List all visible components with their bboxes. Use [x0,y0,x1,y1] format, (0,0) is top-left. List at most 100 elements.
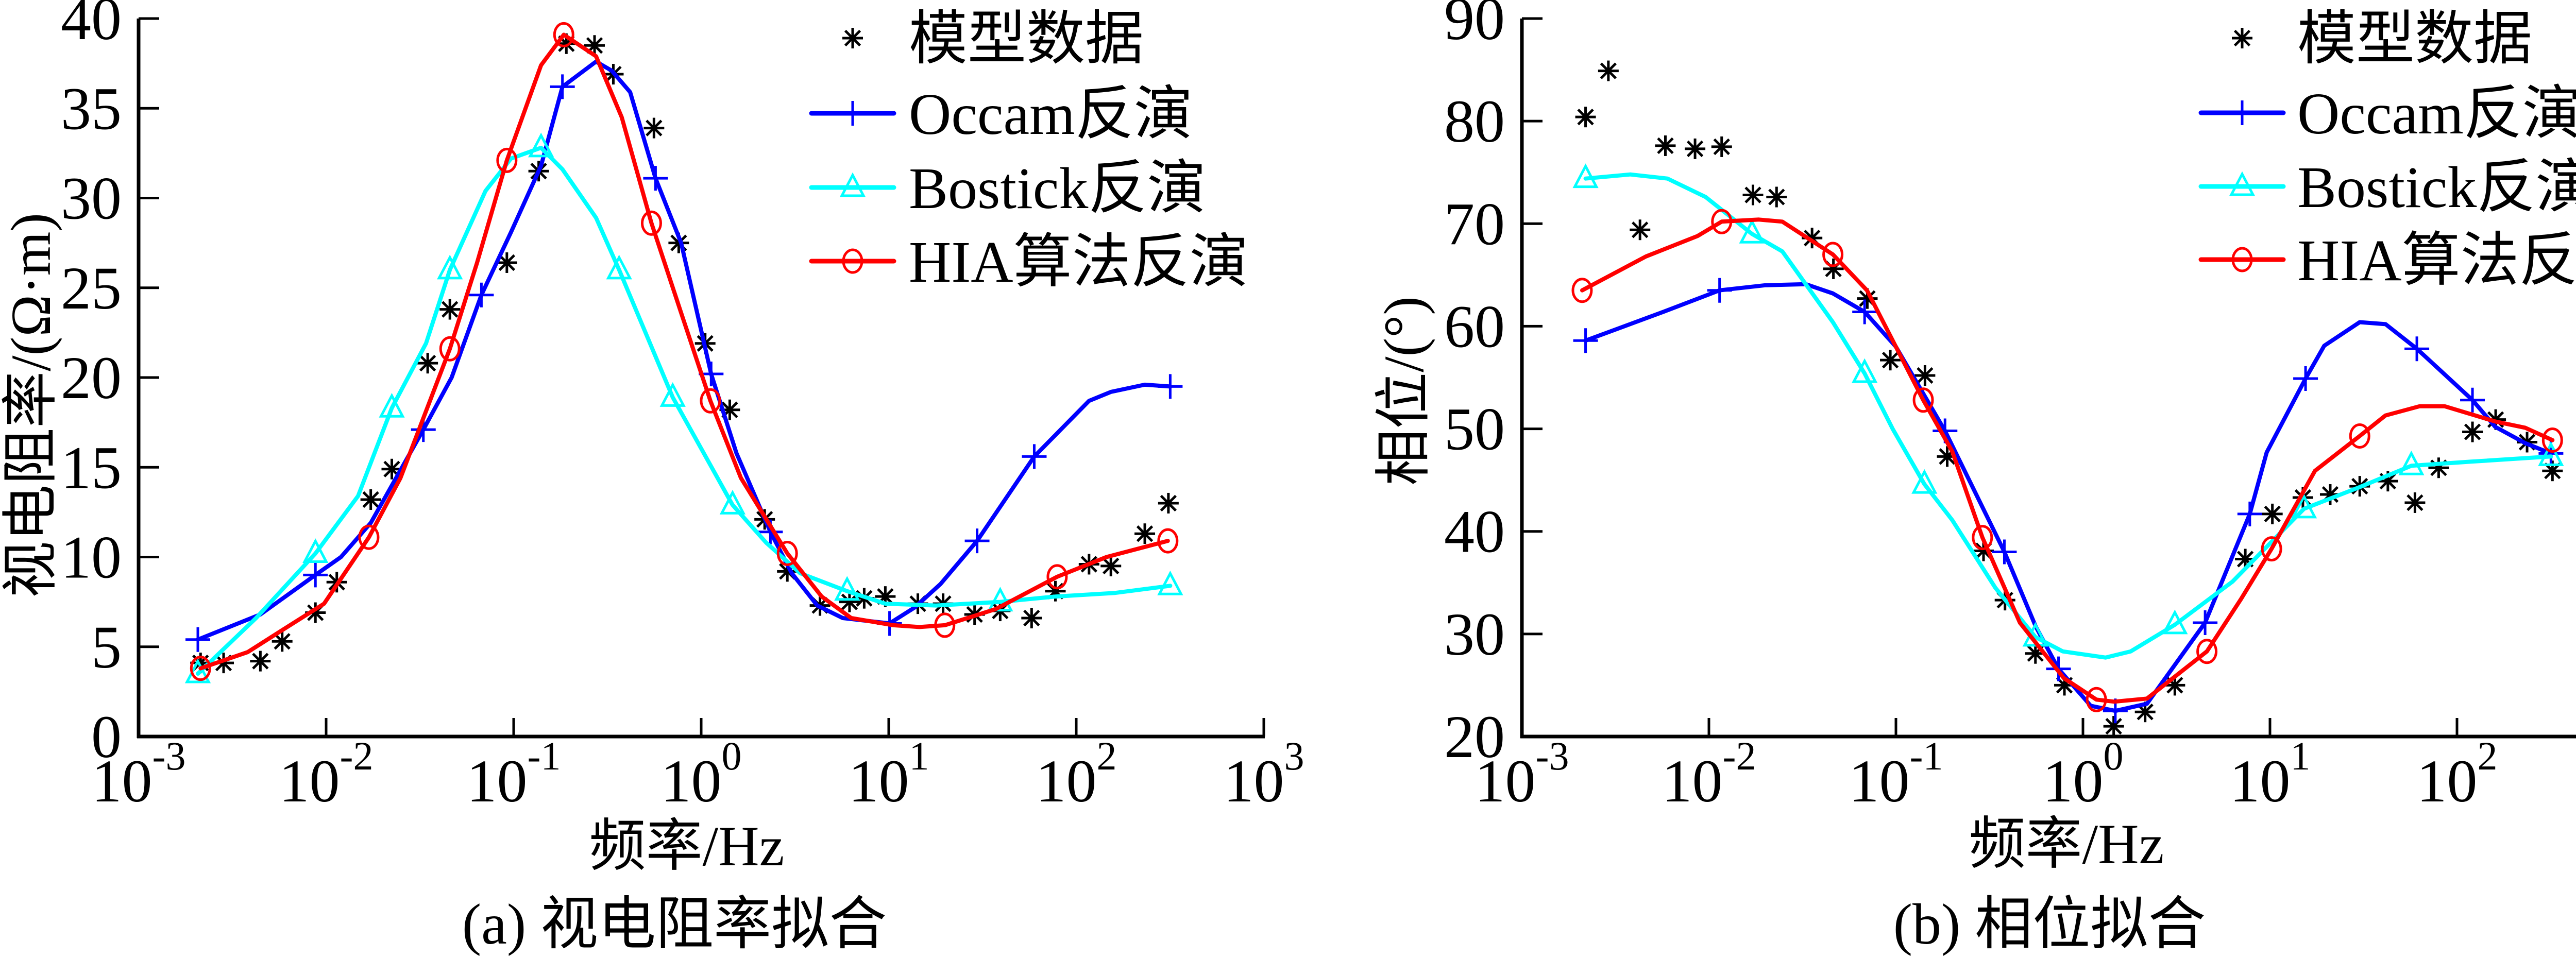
legend-label: Bostick反演 [909,156,1206,221]
x-tick-base: 10 [1224,747,1284,815]
legend-item-hia-inversion: HIA算法反演 [2198,228,2576,293]
data-point-hia-inversion [640,210,662,236]
data-point-bostick-inversion [834,576,860,601]
x-tick-exponent: -2 [1723,733,1756,778]
data-point-bostick-inversion [2398,450,2425,475]
x-tick-label: 103 [1224,733,1304,815]
data-point-model-data [1766,186,1787,208]
data-point-model-data [1598,60,1619,81]
data-point-bostick-inversion [1852,358,1878,383]
y-tick-label: 15 [61,434,122,501]
data-point-model-data [250,651,271,672]
panel-phase-fit: 203040506070809010-310-210-1100101102103… [1372,0,2576,956]
data-point-occam-inversion [185,627,211,652]
y-tick-label: 25 [61,254,122,322]
data-point-model-data [496,252,517,273]
x-tick-base: 10 [1475,747,1536,815]
y-tick-label: 60 [1444,293,1505,360]
legend-label: 模型数据 [2297,6,2532,72]
data-point-occam-inversion [2460,387,2485,413]
y-tick-label: 40 [61,0,122,53]
x-tick-exponent: -3 [152,733,186,778]
series-bostick-inversion [184,132,1183,683]
x-tick-label: 102 [2417,733,2498,815]
data-point-occam-inversion [964,528,990,554]
y-tick-label: 30 [1444,601,1505,668]
data-point-model-data [1021,607,1042,628]
x-tick-base: 10 [2230,747,2291,815]
data-point-model-data [1742,184,1764,206]
x-tick-label: 10-2 [279,733,374,815]
legend-item-model-data: 模型数据 [842,6,1144,72]
y-tick-label: 90 [1444,0,1505,53]
legend-label: HIA算法反演 [909,229,1248,295]
series-line-bostick-inversion [196,145,1173,676]
data-point-occam-inversion [2237,501,2262,526]
data-point-occam-inversion [643,166,668,191]
data-point-bostick-inversion [2162,609,2188,635]
data-point-hia-inversion [1972,525,1993,551]
data-point-model-data [2428,457,2449,478]
data-point-hia-inversion [700,388,721,414]
data-point-hia-inversion [2349,423,2370,449]
legend-marker-asterisk [2232,28,2252,48]
x-tick-base: 10 [279,747,340,815]
x-tick-exponent: -2 [340,733,374,778]
y-axis-label: 视电阻率/(Ω·m) [0,213,62,598]
data-point-occam-inversion [2193,610,2218,635]
x-tick-exponent: -3 [1536,733,1569,778]
data-point-occam-inversion [1852,299,1877,324]
x-tick-label: 100 [2043,733,2124,815]
series-hia-inversion [1571,209,2563,712]
data-point-bostick-inversion [719,490,746,515]
data-point-hia-inversion [358,524,380,550]
legend: 模型数据 Occam反演 Bostick反演 HIA算法反演 [809,6,1248,295]
x-tick-exponent: 2 [1097,733,1117,778]
legend-marker-plus [2230,100,2255,125]
data-point-occam-inversion [469,282,494,307]
data-point-model-data [1685,138,1706,159]
legend-label: Bostick反演 [2297,155,2576,220]
y-tick-label: 80 [1444,88,1505,155]
data-point-model-data [360,489,381,510]
data-point-hia-inversion [2196,639,2218,664]
data-point-hia-inversion [2261,536,2282,562]
legend-item-occam-inversion: Occam反演 [809,81,1193,147]
x-tick-base: 10 [661,747,722,815]
data-point-occam-inversion [1707,278,1732,303]
data-point-bostick-inversion [1911,469,1938,494]
data-point-hia-inversion [1912,387,1934,413]
legend-marker-triangle [839,172,866,197]
x-tick-label: 100 [661,733,742,815]
series-hia-inversion [190,22,1179,681]
legend-marker-asterisk [842,28,863,48]
legend: 模型数据 Occam反演 Bostick反演 HIA算法反演 [2198,6,2576,293]
data-point-occam-inversion [2404,336,2430,362]
data-point-occam-inversion [2293,366,2318,391]
data-point-model-data [2462,421,2483,442]
y-tick-label: 40 [1444,498,1505,566]
y-tick-label: 5 [91,613,122,681]
legend-item-hia-inversion: HIA算法反演 [809,229,1248,295]
data-point-model-data [584,35,605,56]
data-point-bostick-inversion [606,254,632,280]
data-point-bostick-inversion [987,587,1013,612]
data-point-bostick-inversion [302,538,329,563]
legend-label: HIA算法反演 [2297,228,2576,293]
x-tick-label: 101 [2230,733,2311,815]
x-tick-base: 10 [849,747,909,815]
panel-caption: (a) 视电阻率拟合 [462,893,887,956]
x-tick-label: 10-1 [467,733,561,815]
panel-caption: (b) 相位拟合 [1893,893,2206,956]
data-point-bostick-inversion [1739,218,1765,244]
legend-label: Occam反演 [909,81,1193,147]
legend-label: Occam反演 [2297,81,2576,146]
x-tick-base: 10 [2043,747,2104,815]
data-point-bostick-inversion [1572,163,1599,189]
data-point-hia-inversion [1571,278,1593,303]
x-tick-label: 102 [1036,733,1117,815]
y-tick-label: 20 [61,344,122,412]
y-tick-label: 0 [91,703,122,771]
data-point-bostick-inversion [437,254,463,280]
legend-marker-circle [842,248,863,274]
